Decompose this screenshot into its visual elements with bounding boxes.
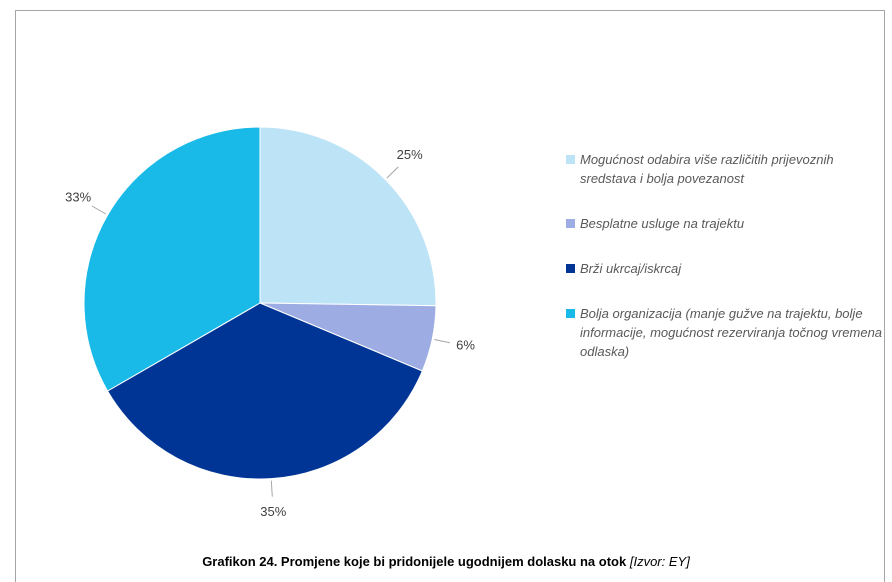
legend-item: Bolja organizacija (manje gužve na traje… — [566, 304, 886, 361]
leader-line — [386, 166, 399, 179]
legend-item: Besplatne usluge na trajektu — [566, 214, 886, 233]
pie-slice — [83, 126, 261, 392]
pie-slice — [106, 302, 423, 480]
leader-line — [270, 480, 273, 497]
pie-slice — [259, 126, 437, 307]
legend-item: Brži ukrcaj/iskrcaj — [566, 259, 886, 278]
chart-title: Grafikon 24. Promjene koje bi pridonijel… — [202, 554, 627, 569]
legend-swatch — [566, 155, 575, 164]
legend-swatch — [566, 264, 575, 273]
data-label: 35% — [260, 504, 286, 519]
leader-line — [434, 338, 450, 344]
legend-label: Mogućnost odabira više različitih prijev… — [580, 152, 834, 186]
legend: Mogućnost odabira više različitih prijev… — [566, 150, 886, 387]
legend-label: Brži ukrcaj/iskrcaj — [580, 261, 682, 276]
legend-item: Mogućnost odabira više različitih prijev… — [566, 150, 886, 188]
legend-label: Bolja organizacija (manje gužve na traje… — [580, 306, 883, 359]
leader-line — [91, 205, 107, 215]
caption: Grafikon 24. Promjene koje bi pridonijel… — [0, 554, 892, 569]
legend-swatch — [566, 309, 575, 318]
chart-border — [15, 10, 885, 582]
data-label: 6% — [456, 337, 475, 352]
data-label: 33% — [65, 189, 91, 204]
legend-swatch — [566, 219, 575, 228]
data-label: 25% — [397, 147, 423, 162]
legend-label: Besplatne usluge na trajektu — [580, 216, 745, 231]
source: [Izvor: EY] — [629, 554, 690, 569]
